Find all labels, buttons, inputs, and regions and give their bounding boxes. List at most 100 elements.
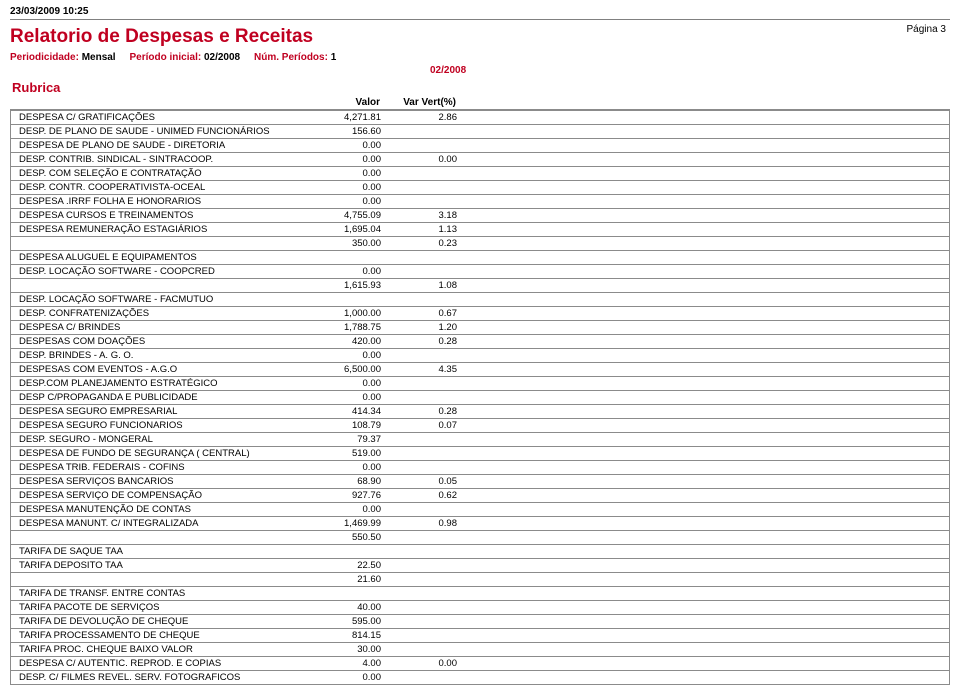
cell-valor: 108.79 <box>311 420 381 432</box>
col-header-varvert: Var Vert(%) <box>386 97 456 108</box>
cell-name: DESP. BRINDES - A. G. O. <box>19 350 311 362</box>
cell-name: DESPESA SERVIÇOS BANCARIOS <box>19 476 311 488</box>
cell-name: DESPESA MANUTENÇÃO DE CONTAS <box>19 504 311 516</box>
table-row: DESP. LOCAÇÃO SOFTWARE - COOPCRED0.00 <box>10 265 950 279</box>
num-periodos-label: Núm. Períodos: <box>254 52 328 63</box>
table-body: DESPESA C/ GRATIFICAÇÕES4,271.812.86DESP… <box>10 109 950 685</box>
cell-valor: 0.00 <box>311 504 381 516</box>
cell-valor: 0.00 <box>311 350 381 362</box>
cell-varvert: 0.98 <box>387 518 457 530</box>
cell-varvert: 0.00 <box>387 154 457 166</box>
cell-name: DESP. LOCAÇÃO SOFTWARE - FACMUTUO <box>19 294 311 306</box>
table-row: DESP. SEGURO - MONGERAL79.37 <box>10 433 950 447</box>
cell-valor: 0.00 <box>311 266 381 278</box>
cell-varvert: 0.28 <box>387 406 457 418</box>
table-row: DESPESA ALUGUEL E EQUIPAMENTOS <box>10 251 950 265</box>
col-header-valor: Valor <box>310 97 380 108</box>
cell-varvert: 0.05 <box>387 476 457 488</box>
cell-varvert: 0.23 <box>387 238 457 250</box>
cell-name: DESPESA TRIB. FEDERAIS - COFINS <box>19 462 311 474</box>
cell-name: DESP. CONFRATENIZAÇÕES <box>19 308 311 320</box>
table-row: DESPESA C/ AUTENTIC. REPROD. E COPIAS4.0… <box>10 657 950 671</box>
table-row: TARIFA DE DEVOLUÇÃO DE CHEQUE595.00 <box>10 615 950 629</box>
table-row: 350.00 0.23 <box>10 237 950 251</box>
table-row: 1,615.931.08 <box>10 279 950 293</box>
table-row: DESPESA C/ BRINDES1,788.75 1.20 <box>10 321 950 335</box>
cell-valor: 21.60 <box>311 574 381 586</box>
periodo-inicial-label: Período inicial: <box>130 52 202 63</box>
cell-varvert: 0.07 <box>387 420 457 432</box>
meta-line-1: Periodicidade: Mensal Período inicial: 0… <box>10 52 950 63</box>
cell-name: DESP. CONTR. COOPERATIVISTA-OCEAL <box>19 182 311 194</box>
cell-name: DESP. DE PLANO DE SAUDE - UNIMED FUNCION… <box>19 126 311 138</box>
cell-valor: 519.00 <box>311 448 381 460</box>
cell-valor: 0.00 <box>311 392 381 404</box>
cell-name: DESP. COM SELEÇÃO E CONTRATAÇÃO <box>19 168 311 180</box>
cell-name: DESPESA C/ BRINDES <box>19 322 311 334</box>
cell-varvert: 1.08 <box>387 280 457 292</box>
table-row: DESP.COM PLANEJAMENTO ESTRATÉGICO0.00 <box>10 377 950 391</box>
table-row: DESPESA SERVIÇOS BANCARIOS68.90 0.05 <box>10 475 950 489</box>
cell-valor: 22.50 <box>311 560 381 572</box>
table-row: 550.50 <box>10 531 950 545</box>
cell-valor: 4,755.09 <box>311 210 381 222</box>
cell-varvert: 0.62 <box>387 490 457 502</box>
cell-name: DESP. SEGURO - MONGERAL <box>19 434 311 446</box>
cell-name: DESPESA C/ GRATIFICAÇÕES <box>19 112 311 124</box>
table-row: DESP. BRINDES - A. G. O.0.00 <box>10 349 950 363</box>
cell-name: DESP. LOCAÇÃO SOFTWARE - COOPCRED <box>19 266 311 278</box>
num-periodos-value: 1 <box>331 52 337 63</box>
cell-valor: 414.34 <box>311 406 381 418</box>
cell-name: TARIFA PROC. CHEQUE BAIXO VALOR <box>19 644 311 656</box>
table-row: DESP C/PROPAGANDA E PUBLICIDADE0.00 <box>10 391 950 405</box>
table-row: DESPESA MANUNT. C/ INTEGRALIZADA1,469.99… <box>10 517 950 531</box>
cell-name: DESP. C/ FILMES REVEL. SERV. FOTOGRAFICO… <box>19 672 311 684</box>
cell-valor: 6,500.00 <box>311 364 381 376</box>
cell-name: TARIFA DEPOSITO TAA <box>19 560 311 572</box>
cell-valor: 68.90 <box>311 476 381 488</box>
table-row: TARIFA DE SAQUE TAA <box>10 545 950 559</box>
cell-valor: 4.00 <box>311 658 381 670</box>
table-row: TARIFA PACOTE DE SERVIÇOS40.00 <box>10 601 950 615</box>
table-row: TARIFA PROC. CHEQUE BAIXO VALOR30.00 <box>10 643 950 657</box>
cell-valor: 550.50 <box>311 532 381 544</box>
table-row: DESPESA REMUNERAÇÃO ESTAGIÁRIOS1,695.041… <box>10 223 950 237</box>
table-row: DESPESA SEGURO FUNCIONARIOS108.790.07 <box>10 419 950 433</box>
cell-name: DESPESA ALUGUEL E EQUIPAMENTOS <box>19 252 311 264</box>
table-row: DESPESAS COM EVENTOS - A.G.O6,500.00 4.35 <box>10 363 950 377</box>
cell-name: DESPESAS COM EVENTOS - A.G.O <box>19 364 311 376</box>
cell-valor: 1,695.04 <box>311 224 381 236</box>
meta-line-2: 02/2008 <box>10 65 950 76</box>
cell-varvert: 1.20 <box>387 322 457 334</box>
cell-varvert: 1.13 <box>387 224 457 236</box>
cell-name: DESP.COM PLANEJAMENTO ESTRATÉGICO <box>19 378 311 390</box>
cell-valor: 0.00 <box>311 196 381 208</box>
col-header-name <box>10 97 310 108</box>
cell-name: TARIFA PROCESSAMENTO DE CHEQUE <box>19 630 311 642</box>
period-column-value: 02/2008 <box>430 65 466 76</box>
cell-valor: 0.00 <box>311 672 381 684</box>
cell-varvert: 0.67 <box>387 308 457 320</box>
cell-valor: 350.00 <box>311 238 381 250</box>
periodo-inicial-value: 02/2008 <box>204 52 240 63</box>
cell-valor: 1,788.75 <box>311 322 381 334</box>
cell-varvert: 0.00 <box>387 658 457 670</box>
cell-valor: 0.00 <box>311 462 381 474</box>
cell-name: DESPESA MANUNT. C/ INTEGRALIZADA <box>19 518 311 530</box>
cell-valor: 0.00 <box>311 378 381 390</box>
cell-varvert: 4.35 <box>387 364 457 376</box>
cell-name: TARIFA DE DEVOLUÇÃO DE CHEQUE <box>19 616 311 628</box>
cell-name: DESPESA .IRRF FOLHA E HONORARIOS <box>19 196 311 208</box>
cell-valor: 79.37 <box>311 434 381 446</box>
table-row: DESPESA SEGURO EMPRESARIAL414.340.28 <box>10 405 950 419</box>
cell-name: DESPESA DE FUNDO DE SEGURANÇA ( CENTRAL) <box>19 448 311 460</box>
table-header: Valor Var Vert(%) <box>10 97 950 109</box>
table-row: DESPESA C/ GRATIFICAÇÕES4,271.812.86 <box>10 110 950 125</box>
report-title: Relatorio de Despesas e Receitas <box>10 26 950 48</box>
table-row: TARIFA PROCESSAMENTO DE CHEQUE814.15 <box>10 629 950 643</box>
cell-valor: 1,000.00 <box>311 308 381 320</box>
cell-valor: 0.00 <box>311 154 381 166</box>
cell-varvert: 3.18 <box>387 210 457 222</box>
cell-varvert: 0.28 <box>387 336 457 348</box>
cell-name: TARIFA DE SAQUE TAA <box>19 546 311 558</box>
